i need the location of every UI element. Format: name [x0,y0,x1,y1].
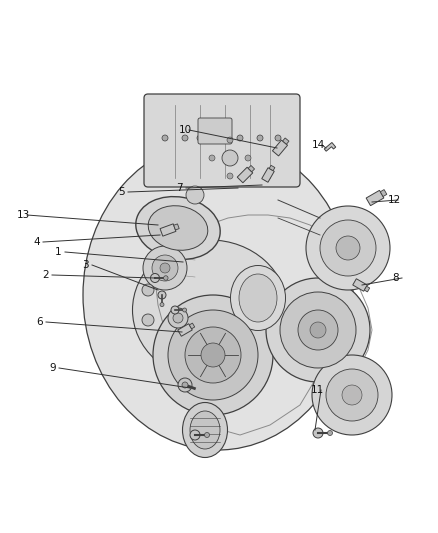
Polygon shape [364,286,370,292]
Circle shape [185,327,241,383]
Polygon shape [272,140,288,156]
Circle shape [222,150,238,166]
Circle shape [152,255,178,281]
Polygon shape [237,167,253,183]
Circle shape [162,135,168,141]
Circle shape [173,313,183,323]
Circle shape [227,173,233,179]
Text: 4: 4 [33,237,39,247]
Circle shape [205,432,209,438]
Circle shape [142,284,154,296]
Polygon shape [269,165,275,171]
Circle shape [163,276,168,280]
Ellipse shape [133,240,287,380]
Ellipse shape [183,402,227,457]
Circle shape [143,246,187,290]
Circle shape [158,291,166,299]
Text: 6: 6 [36,317,42,327]
Circle shape [217,135,223,141]
Polygon shape [178,324,192,336]
Text: 12: 12 [388,195,401,205]
Text: 14: 14 [312,140,325,150]
Text: 8: 8 [392,273,399,283]
Text: 11: 11 [311,385,324,395]
Circle shape [245,155,251,161]
Text: 9: 9 [49,363,56,373]
Text: 13: 13 [17,210,30,220]
Polygon shape [160,224,176,236]
Polygon shape [324,142,336,151]
Circle shape [160,303,164,306]
Ellipse shape [83,140,353,450]
Circle shape [190,430,200,440]
Text: 7: 7 [176,183,183,193]
Circle shape [326,369,378,421]
Circle shape [186,186,204,204]
Circle shape [201,343,225,367]
Circle shape [280,292,356,368]
Circle shape [328,431,332,435]
Circle shape [237,135,243,141]
Circle shape [227,137,233,143]
Text: 1: 1 [55,247,62,257]
Ellipse shape [190,411,220,449]
Text: 2: 2 [42,270,49,280]
Circle shape [182,382,188,388]
Circle shape [257,135,263,141]
Circle shape [342,385,362,405]
Polygon shape [174,224,179,230]
Circle shape [197,135,203,141]
Polygon shape [366,190,384,206]
Circle shape [151,273,159,282]
Circle shape [183,308,187,312]
Circle shape [178,378,192,392]
Circle shape [312,355,392,435]
Text: 3: 3 [82,260,88,270]
Circle shape [310,322,326,338]
Polygon shape [380,190,387,197]
Polygon shape [189,323,195,329]
Polygon shape [248,165,254,172]
Text: 5: 5 [118,187,125,197]
Polygon shape [353,279,367,291]
Text: 10: 10 [179,125,192,135]
Ellipse shape [136,197,220,260]
Ellipse shape [239,274,277,322]
Circle shape [160,263,170,273]
Circle shape [142,314,154,326]
Circle shape [320,220,376,276]
FancyBboxPatch shape [144,94,300,187]
Ellipse shape [148,206,208,251]
Circle shape [209,155,215,161]
FancyBboxPatch shape [198,118,232,144]
Ellipse shape [230,265,286,330]
Polygon shape [262,168,274,182]
Circle shape [298,310,338,350]
Polygon shape [283,138,289,144]
Circle shape [306,206,390,290]
Circle shape [275,135,281,141]
Circle shape [168,310,258,400]
Circle shape [266,278,370,382]
Circle shape [182,135,188,141]
Circle shape [153,295,273,415]
Circle shape [336,236,360,260]
Circle shape [313,428,323,438]
Circle shape [171,306,179,314]
Circle shape [168,308,188,328]
